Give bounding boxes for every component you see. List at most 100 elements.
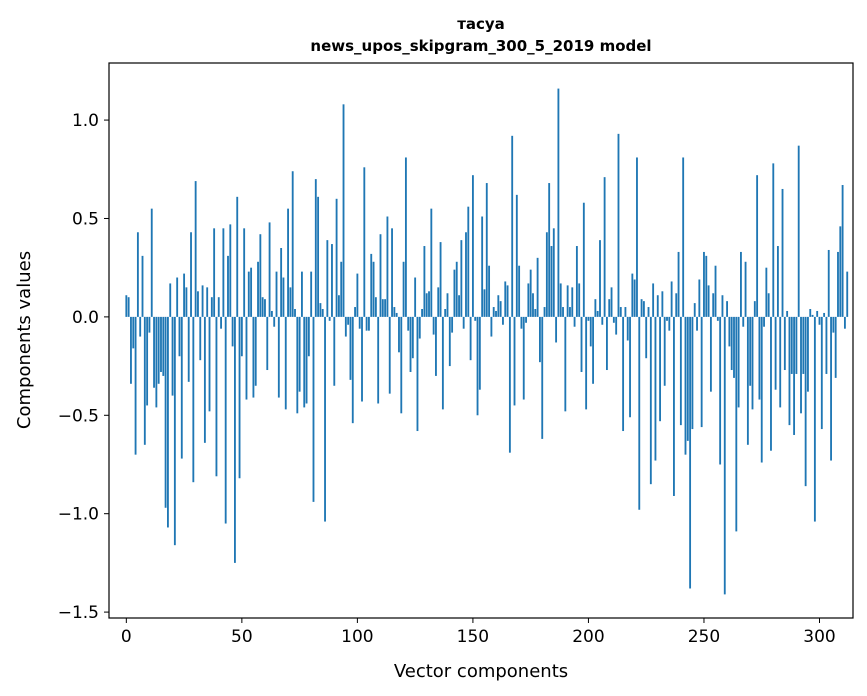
bar-component-194 (573, 316, 576, 327)
x-tick-label: 0 (121, 627, 132, 647)
bar-component-167 (511, 135, 514, 317)
bar-component-80 (310, 271, 313, 317)
bar-component-46 (231, 316, 234, 347)
bar-component-172 (522, 316, 525, 400)
bar-component-174 (527, 283, 530, 317)
bar-component-87 (326, 240, 329, 317)
bar-component-171 (520, 316, 523, 329)
bar-component-58 (259, 234, 262, 317)
bar-component-296 (809, 309, 812, 317)
bar-component-99 (354, 307, 356, 317)
bar-component-15 (160, 316, 162, 372)
bar-component-303 (825, 316, 828, 374)
bar-component-96 (347, 316, 350, 325)
bar-component-162 (499, 301, 502, 317)
bar-component-11 (150, 208, 153, 317)
bar-component-128 (421, 309, 424, 317)
bar-component-75 (298, 316, 301, 392)
bar-component-256 (716, 316, 719, 321)
bar-component-139 (446, 293, 449, 317)
bar-component-81 (312, 316, 315, 502)
bar-component-304 (827, 249, 830, 317)
bar-component-92 (337, 295, 340, 317)
bar-component-129 (423, 246, 426, 317)
bar-component-214 (619, 307, 622, 317)
bar-component-184 (550, 246, 553, 317)
bar-component-154 (481, 216, 484, 317)
plot-area-frame (108, 62, 854, 619)
bar-component-36 (208, 316, 211, 412)
bar-component-230 (656, 295, 659, 317)
bar-component-234 (666, 316, 668, 321)
bar-component-148 (467, 206, 470, 317)
bar-component-98 (351, 316, 354, 424)
bar-component-202 (592, 316, 594, 384)
bar-component-6 (139, 316, 142, 337)
bar-component-65 (275, 271, 278, 317)
bar-component-12 (153, 316, 155, 388)
bar-component-77 (303, 316, 306, 408)
bar-component-63 (270, 310, 273, 317)
bar-component-54 (250, 267, 253, 317)
bar-component-50 (240, 316, 243, 357)
bar-component-73 (294, 309, 296, 317)
bar-component-91 (335, 198, 338, 317)
bar-component-275 (760, 316, 763, 463)
bar-component-261 (728, 316, 731, 347)
bar-component-186 (555, 316, 558, 343)
bar-component-213 (617, 133, 620, 317)
bar-component-43 (224, 316, 227, 524)
bar-component-21 (173, 316, 176, 546)
bar-component-118 (398, 316, 400, 353)
bar-component-166 (508, 316, 511, 453)
bar-component-245 (691, 316, 694, 430)
bar-component-19 (169, 283, 172, 317)
bar-component-86 (324, 316, 326, 522)
bar-component-34 (203, 316, 206, 443)
bar-component-151 (474, 316, 477, 321)
bar-component-241 (682, 157, 685, 317)
bar-component-212 (615, 316, 618, 335)
x-tick-label: 300 (803, 627, 835, 647)
bar-component-41 (220, 316, 222, 329)
bar-component-74 (296, 316, 299, 414)
bar-component-17 (164, 316, 167, 508)
bar-component-133 (432, 316, 435, 335)
x-tick-label: 50 (231, 627, 253, 647)
bar-component-51 (243, 228, 246, 317)
bar-component-39 (215, 316, 218, 477)
bar-component-107 (372, 261, 375, 317)
bar-component-161 (497, 295, 500, 317)
bar-component-267 (742, 316, 745, 327)
bar-component-131 (428, 291, 430, 317)
bar-component-199 (585, 316, 588, 410)
bar-component-10 (148, 316, 151, 333)
bar-component-146 (462, 316, 465, 329)
bar-component-100 (356, 273, 359, 317)
bar-component-28 (190, 232, 192, 317)
bar-component-255 (714, 265, 717, 317)
bar-component-49 (238, 316, 241, 479)
bar-component-285 (783, 316, 786, 371)
bar-component-293 (802, 316, 805, 374)
bar-component-22 (176, 277, 179, 317)
bar-component-298 (813, 316, 816, 522)
bar-component-236 (670, 281, 673, 317)
x-axis-label: Vector components (394, 661, 568, 682)
bar-component-143 (455, 261, 458, 317)
bar-component-130 (425, 293, 428, 317)
bar-component-277 (765, 267, 768, 317)
bar-component-229 (654, 316, 657, 461)
bar-component-242 (684, 316, 687, 455)
bar-component-284 (781, 188, 784, 317)
bar-component-182 (545, 232, 548, 317)
bar-component-117 (395, 312, 398, 317)
bar-component-183 (548, 183, 551, 317)
bar-component-279 (770, 316, 772, 451)
bar-component-88 (328, 316, 331, 321)
bar-component-26 (185, 287, 188, 317)
bar-component-175 (529, 269, 532, 317)
bar-component-31 (197, 291, 199, 317)
bar-component-201 (589, 316, 592, 347)
bar-component-251 (705, 255, 708, 317)
